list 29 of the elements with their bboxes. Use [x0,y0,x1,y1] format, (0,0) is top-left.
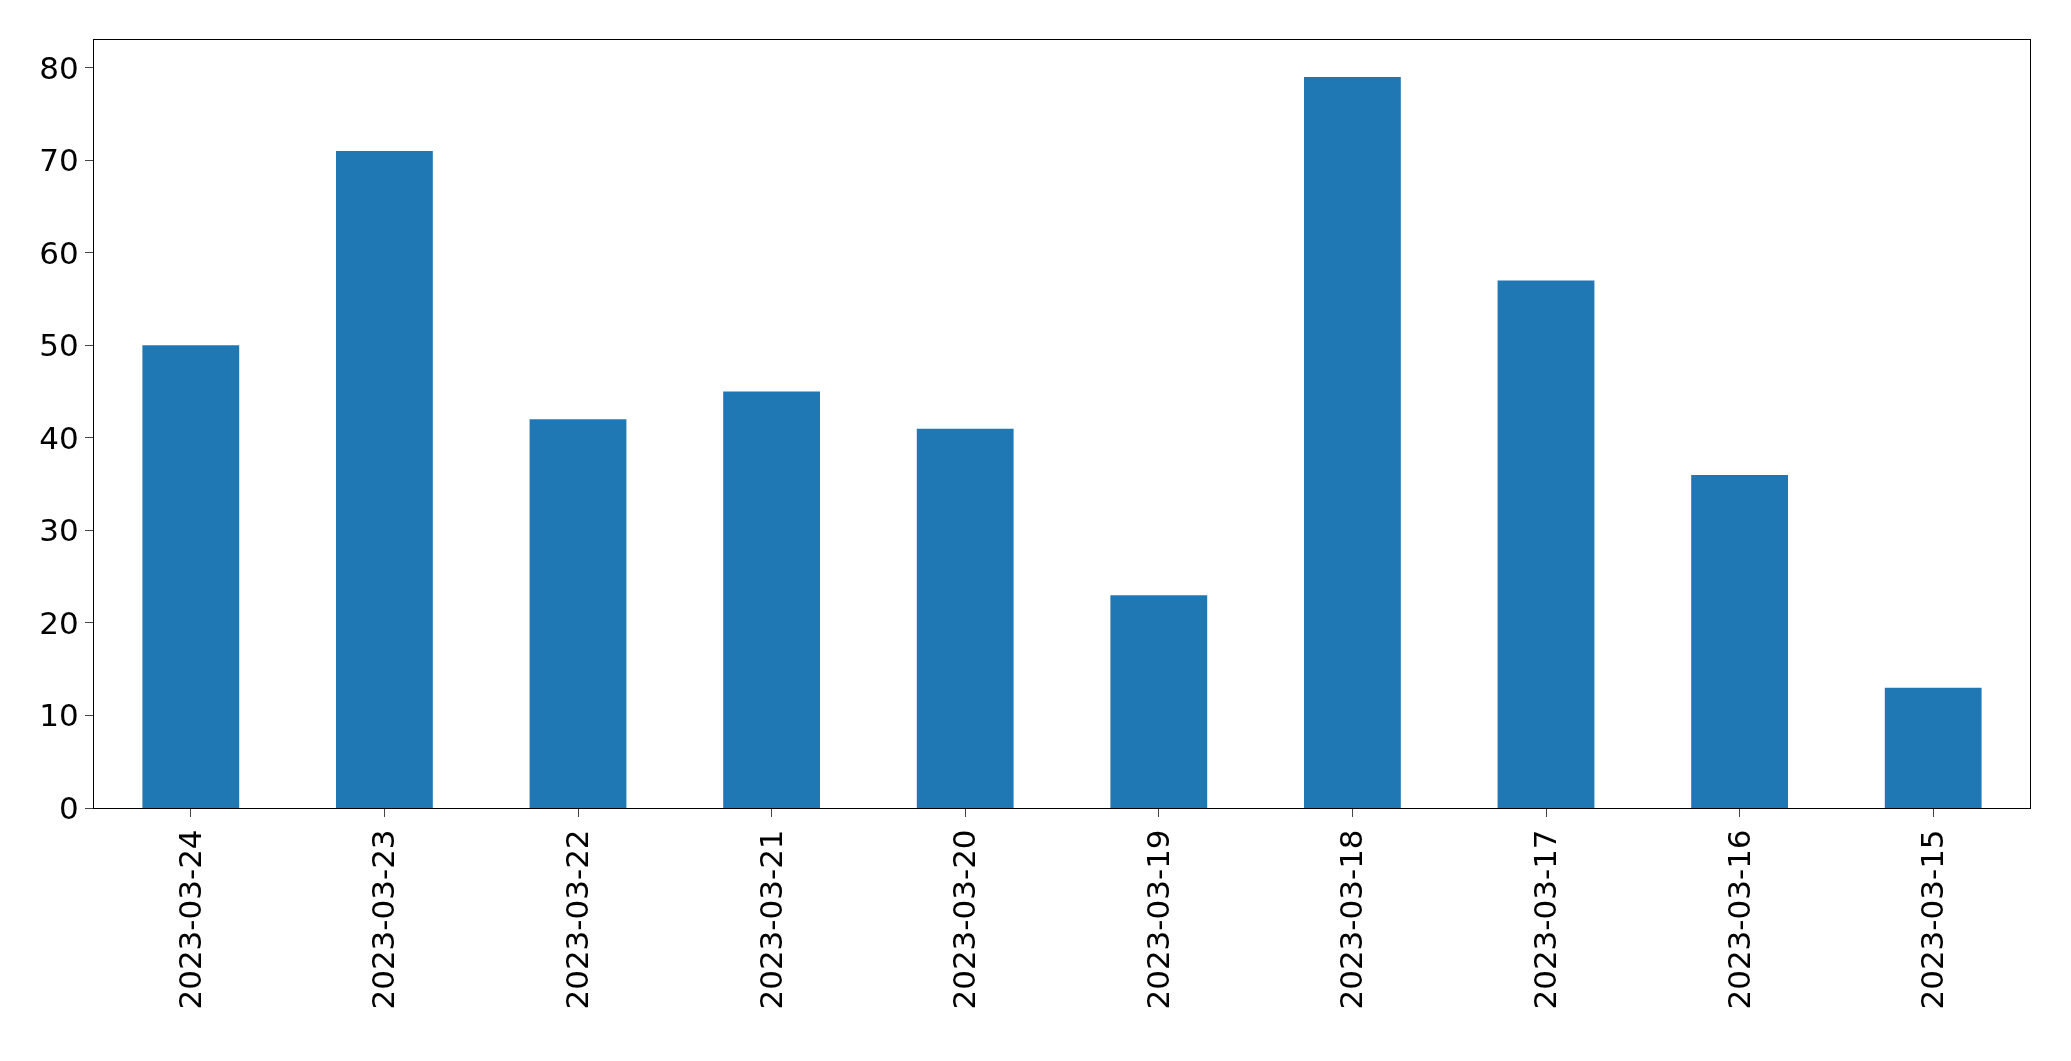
x-tick-label: 2023-03-23 [365,829,402,1010]
bar [529,419,627,808]
y-tick-label: 60 [39,234,79,271]
y-tick-label: 30 [39,512,79,549]
bar [723,391,820,808]
y-tick-label: 40 [39,419,79,456]
bar [1497,280,1595,808]
bar [1304,77,1401,808]
x-tick-label: 2023-03-16 [1720,829,1757,1010]
x-tick-label: 2023-03-21 [752,829,789,1010]
bar [916,428,1014,808]
bar [336,151,433,808]
bar [1691,474,1788,808]
x-tick-label: 2023-03-17 [1527,829,1564,1010]
y-tick-label: 0 [59,789,79,826]
x-tick-label: 2023-03-20 [946,829,983,1010]
x-tick-label: 2023-03-22 [559,829,596,1010]
y-tick-label: 70 [39,142,79,179]
x-tick-label: 2023-03-15 [1914,829,1951,1010]
y-tick-label: 20 [39,604,79,641]
y-tick-label: 10 [39,697,79,734]
bar [142,345,240,808]
x-tick-label: 2023-03-18 [1333,829,1370,1010]
x-tick-label: 2023-03-24 [171,829,208,1010]
y-tick-label: 80 [39,49,79,86]
x-tick-label: 2023-03-19 [1139,829,1176,1010]
y-tick-label: 50 [39,327,79,364]
bar [1110,595,1208,808]
bar [1884,687,1982,808]
